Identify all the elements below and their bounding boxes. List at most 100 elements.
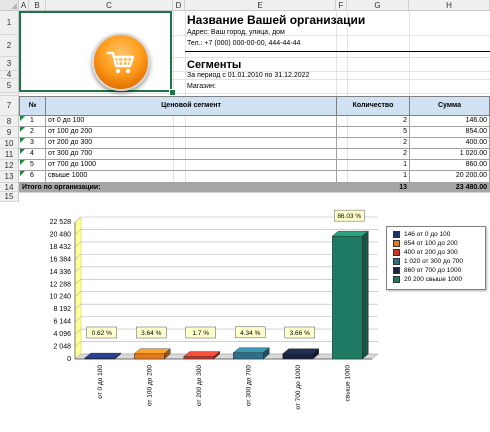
- cell-segment[interactable]: от 200 до 300: [46, 138, 337, 149]
- cell-num[interactable]: 1: [19, 116, 46, 127]
- row-header[interactable]: 5: [0, 79, 19, 93]
- legend-swatch: [393, 267, 400, 274]
- row-header[interactable]: 11: [0, 149, 19, 160]
- table-header-segment: Ценовой сегмент: [45, 96, 337, 116]
- legend-label: 1 020 от 300 до 700: [404, 258, 464, 266]
- row-header[interactable]: 6: [0, 93, 19, 96]
- column-header-a[interactable]: A: [19, 0, 29, 11]
- row-header[interactable]: 8: [0, 116, 19, 127]
- error-indicator-icon[interactable]: [20, 149, 25, 154]
- column-header-e[interactable]: E: [185, 0, 336, 11]
- legend-swatch: [393, 276, 400, 283]
- table-row: 4 от 300 до 700 2 1 020.00: [19, 149, 490, 160]
- column-header-f[interactable]: F: [336, 0, 347, 11]
- total-row: Итого по организации: 13 23 480.00: [19, 183, 490, 192]
- error-indicator-icon[interactable]: [20, 138, 25, 143]
- cell-num[interactable]: 5: [19, 160, 46, 171]
- table-header-sum: Сумма: [409, 96, 490, 116]
- column-header-g[interactable]: G: [347, 0, 409, 11]
- row-header[interactable]: 9: [0, 127, 19, 138]
- cell-qty[interactable]: 5: [337, 127, 410, 138]
- org-name: Название Вашей организации: [187, 13, 366, 27]
- legend-item: 400 от 200 до 300: [393, 249, 458, 257]
- gridline: [19, 93, 490, 94]
- cell-qty[interactable]: 2: [337, 138, 410, 149]
- table-row: 1 от 0 до 100 2 146.00: [19, 116, 490, 127]
- row-header[interactable]: 15: [0, 192, 19, 202]
- gridline: [19, 79, 490, 80]
- cell-sum[interactable]: 1 020.00: [410, 149, 490, 160]
- report-shop: Магазин:: [187, 83, 216, 90]
- cell-sum[interactable]: 146.00: [410, 116, 490, 127]
- table-row: 6 свыше 1000 1 20 200.00: [19, 171, 490, 183]
- cell-segment[interactable]: от 300 до 700: [46, 149, 337, 160]
- gridline: [19, 35, 490, 36]
- cell-sum[interactable]: 860.00: [410, 160, 490, 171]
- legend-label: 400 от 200 до 300: [404, 249, 458, 257]
- cell-segment[interactable]: от 0 до 100: [46, 116, 337, 127]
- column-header-h[interactable]: H: [409, 0, 490, 11]
- cell-num[interactable]: 3: [19, 138, 46, 149]
- error-indicator-icon[interactable]: [20, 160, 25, 165]
- cell-segment[interactable]: от 100 до 200: [46, 127, 337, 138]
- cell-num[interactable]: 6: [19, 171, 46, 183]
- legend-item: 860 от 700 до 1000: [393, 267, 461, 275]
- legend-swatch: [393, 240, 400, 247]
- table-row: 3 от 200 до 300 2 400.00: [19, 138, 490, 149]
- header-divider: [185, 51, 490, 52]
- logo-picture-frame[interactable]: [19, 11, 172, 92]
- row-header[interactable]: 1: [0, 11, 19, 35]
- table-row: 5 от 700 до 1000 1 860.00: [19, 160, 490, 171]
- total-qty: 13: [399, 184, 407, 191]
- cell-qty[interactable]: 2: [337, 149, 410, 160]
- gridline: [19, 57, 490, 58]
- cell-segment[interactable]: от 700 до 1000: [46, 160, 337, 171]
- total-label: Итого по организации:: [22, 184, 101, 191]
- row-header[interactable]: 4: [0, 71, 19, 79]
- column-header-b[interactable]: B: [29, 0, 46, 11]
- legend-swatch: [393, 249, 400, 256]
- row-header[interactable]: 2: [0, 35, 19, 57]
- cell-segment[interactable]: свыше 1000: [46, 171, 337, 183]
- error-indicator-icon[interactable]: [20, 116, 25, 121]
- resize-handle[interactable]: [169, 89, 176, 96]
- cell-sum[interactable]: 854.00: [410, 127, 490, 138]
- error-indicator-icon[interactable]: [20, 127, 25, 132]
- row-header[interactable]: 14: [0, 183, 19, 192]
- org-address: Адрес: Ваш город, улица, дом: [187, 29, 285, 36]
- legend-swatch: [393, 231, 400, 238]
- row-header[interactable]: 12: [0, 160, 19, 171]
- row-header[interactable]: 3: [0, 57, 19, 71]
- cell-qty[interactable]: 1: [337, 160, 410, 171]
- error-indicator-icon[interactable]: [20, 171, 25, 176]
- row-header[interactable]: 10: [0, 138, 19, 149]
- legend-item: 146 от 0 до 100: [393, 231, 450, 239]
- cell-num[interactable]: 2: [19, 127, 46, 138]
- legend-item: 1 020 от 300 до 700: [393, 258, 463, 266]
- gridline: [19, 71, 490, 72]
- chart-legend[interactable]: 146 от 0 до 100 854 от 100 до 200 400 от…: [386, 226, 486, 290]
- row-header[interactable]: 7: [0, 96, 19, 116]
- column-header-c[interactable]: C: [46, 0, 173, 11]
- column-header-d[interactable]: D: [173, 0, 185, 11]
- org-phone: Тел.: +7 (000) 000-00-00, 444-44-44: [187, 40, 301, 47]
- table-row: 2 от 100 до 200 5 854.00: [19, 127, 490, 138]
- legend-label: 860 от 700 до 1000: [404, 267, 462, 275]
- cell-qty[interactable]: 2: [337, 116, 410, 127]
- cell-sum[interactable]: 400.00: [410, 138, 490, 149]
- select-all-corner[interactable]: [0, 0, 19, 11]
- total-sum: 23 480.00: [455, 184, 487, 191]
- cell-num[interactable]: 4: [19, 149, 46, 160]
- legend-swatch: [393, 258, 400, 265]
- cell-qty[interactable]: 1: [337, 171, 410, 183]
- row-header[interactable]: 13: [0, 171, 19, 183]
- report-title: Сегменты: [187, 59, 242, 71]
- legend-label: 854 от 100 до 200: [404, 240, 458, 248]
- legend-label: 20 200 свыше 1000: [404, 276, 463, 284]
- legend-item: 854 от 100 до 200: [393, 240, 458, 248]
- shopping-cart-logo-icon: [92, 33, 150, 91]
- table-header-num: №: [19, 96, 46, 116]
- legend-item: 20 200 свыше 1000: [393, 276, 462, 284]
- cell-sum[interactable]: 20 200.00: [410, 171, 490, 183]
